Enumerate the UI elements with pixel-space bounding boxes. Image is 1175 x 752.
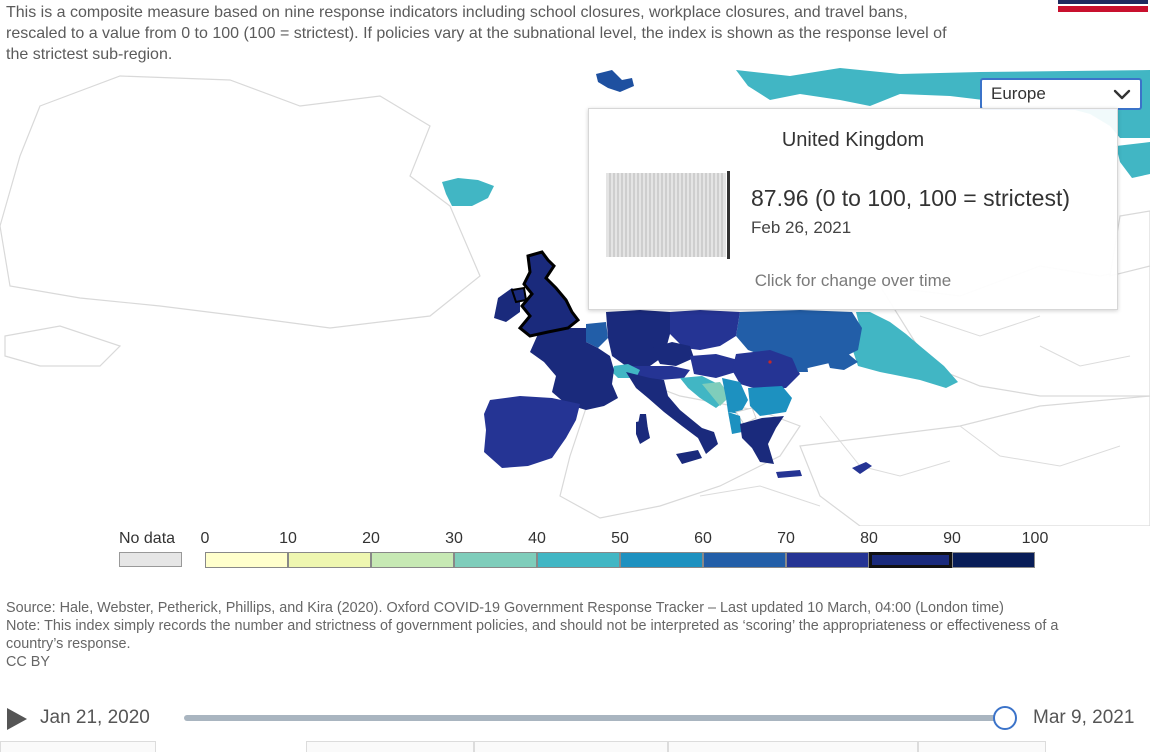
- flag-icon: [1058, 0, 1148, 12]
- legend-tick-label: 10: [279, 530, 297, 547]
- legend-swatch[interactable]: [537, 552, 620, 568]
- country-iceland: [442, 178, 494, 206]
- timeline-track[interactable]: [184, 715, 1006, 721]
- legend-tick-label: 50: [611, 530, 629, 547]
- country-italy: [626, 372, 718, 454]
- legend-swatch[interactable]: [371, 552, 454, 568]
- legend-tick-label: 40: [528, 530, 546, 547]
- country-sardinia: [636, 420, 650, 444]
- legend-swatch[interactable]: [952, 552, 1035, 568]
- legend-tick-label: 90: [943, 530, 961, 547]
- country-crete: [776, 470, 802, 478]
- timeline-handle[interactable]: [993, 706, 1017, 730]
- source-text: Source: Hale, Webster, Petherick, Philli…: [6, 600, 1004, 616]
- tooltip-hint: Click for change over time: [754, 271, 952, 290]
- country-benelux: [586, 322, 608, 348]
- country-bulgaria: [748, 386, 792, 416]
- country-serbia: [722, 378, 748, 414]
- play-icon[interactable]: [7, 708, 27, 730]
- color-legend: No data 0 10 20 30 40 50 60 70 80 90 100: [110, 526, 1070, 576]
- timeline-start-date[interactable]: Jan 21, 2020: [40, 707, 150, 728]
- legend-swatch[interactable]: [869, 552, 952, 568]
- tab-stub[interactable]: [474, 741, 668, 752]
- country-hungary: [690, 354, 738, 378]
- legend-swatch[interactable]: [288, 552, 371, 568]
- country-greece: [740, 416, 784, 464]
- legend-tick-label: 60: [694, 530, 712, 547]
- note-text: Note: This index simply records the numb…: [6, 618, 1059, 652]
- tooltip-date: Feb 26, 2021: [751, 218, 852, 237]
- legend-tick-label: 100: [1021, 530, 1049, 547]
- chart-subtitle: This is a composite measure based on nin…: [6, 4, 947, 63]
- tab-stub[interactable]: [306, 741, 474, 752]
- country-moldova: [790, 352, 808, 372]
- legend-swatch[interactable]: [454, 552, 537, 568]
- country-united-kingdom: [517, 250, 581, 338]
- country-bosnia: [702, 382, 730, 406]
- neighbour-borders: [699, 315, 1131, 507]
- legend-swatch[interactable]: [703, 552, 786, 568]
- chevron-down-icon: [1113, 89, 1131, 100]
- country-russia-west: [852, 312, 958, 388]
- tab-stub[interactable]: [668, 741, 918, 752]
- tab-stub[interactable]: [918, 741, 1046, 752]
- country-czechia: [652, 342, 694, 366]
- legend-tick-label: 30: [445, 530, 463, 547]
- country-russia-east: [1116, 142, 1150, 178]
- legend-no-data-label: No data: [119, 530, 176, 547]
- bottom-tabs: [0, 741, 1175, 752]
- legend-swatch[interactable]: [620, 552, 703, 568]
- timeline-end-date[interactable]: Mar 9, 2021: [1033, 707, 1135, 728]
- legend-no-data-swatch[interactable]: [119, 552, 182, 567]
- tab-stub[interactable]: [0, 741, 156, 752]
- map-marker: [768, 360, 772, 364]
- region-select[interactable]: Europe: [980, 78, 1142, 110]
- country-albania-macedonia: [728, 412, 742, 434]
- country-crimea: [826, 352, 858, 370]
- map-tooltip: United Kingdom 87.96 (0 to 100, 100 = st…: [588, 108, 1118, 310]
- country-cyprus: [852, 462, 872, 474]
- country-sicily: [676, 450, 702, 464]
- country-romania: [732, 350, 800, 390]
- legend-swatch[interactable]: [786, 552, 869, 568]
- country-montenegro: [735, 407, 757, 425]
- country-spain: [484, 396, 580, 468]
- country-greenland: [596, 70, 634, 92]
- country-northern-ireland: [510, 286, 528, 304]
- license-link[interactable]: CC BY: [6, 654, 50, 670]
- tooltip-value: 87.96 (0 to 100, 100 = strictest): [751, 185, 1070, 211]
- sources-block: Source: Hale, Webster, Petherick, Philli…: [6, 599, 1116, 671]
- tooltip-country: United Kingdom: [781, 129, 925, 151]
- legend-tick-label: 70: [777, 530, 795, 547]
- timeline: Jan 21, 2020 Mar 9, 2021: [0, 700, 1175, 740]
- tooltip-sparkline: [606, 171, 730, 259]
- legend-swatch[interactable]: [205, 552, 288, 568]
- country-poland: [670, 310, 740, 350]
- country-france: [530, 328, 618, 410]
- legend-tick-label: 20: [362, 530, 380, 547]
- map[interactable]: [0, 66, 1150, 526]
- legend-tick-label: 0: [200, 530, 210, 547]
- legend-tick-label: 80: [860, 530, 878, 547]
- region-select-value: Europe: [991, 84, 1046, 103]
